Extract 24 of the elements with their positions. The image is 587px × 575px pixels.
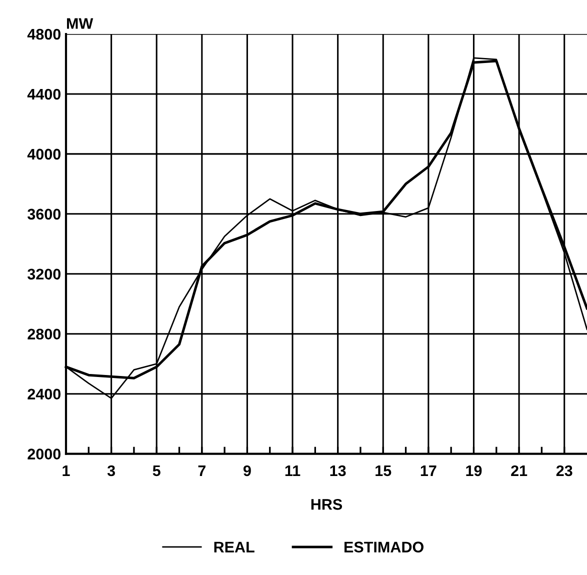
x-tick-label: 21	[511, 465, 528, 476]
legend-label: ESTIMADO	[344, 542, 424, 552]
x-tick-label: 3	[107, 465, 115, 476]
y-tick-label: 4800	[27, 28, 61, 40]
x-tick-label: 1	[62, 465, 70, 476]
y-tick-label: 3600	[28, 208, 61, 220]
y-tick-label: 4000	[27, 148, 61, 160]
x-tick-label: 23	[556, 465, 572, 476]
x-tick-label: 19	[466, 465, 482, 476]
y-tick-label: 2800	[28, 328, 61, 340]
x-tick-label: 15	[376, 465, 392, 476]
x-axis-title: HRS	[311, 499, 342, 510]
x-tick-label: 9	[244, 465, 251, 476]
y-tick-label: 2000	[28, 448, 61, 460]
x-tick-label: 17	[420, 465, 436, 476]
y-tick-label: 4400	[27, 88, 61, 100]
x-tick-label: 13	[330, 465, 346, 476]
x-tick-label: 7	[198, 465, 206, 476]
x-tick-label: 5	[152, 465, 160, 476]
y-axis-title: MW	[67, 18, 94, 29]
x-tick-label: 11	[285, 465, 300, 476]
legend-label: REAL	[214, 542, 254, 552]
y-tick-label: 2400	[28, 388, 61, 400]
y-tick-label: 3200	[28, 268, 61, 280]
